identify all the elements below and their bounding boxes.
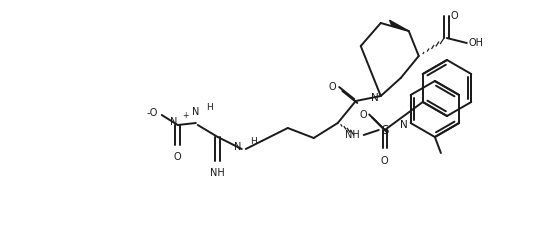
Text: N: N bbox=[170, 117, 178, 127]
Text: OH: OH bbox=[469, 38, 484, 48]
Text: N: N bbox=[192, 107, 200, 117]
Text: O: O bbox=[328, 82, 336, 92]
Text: O: O bbox=[451, 11, 458, 21]
Text: N: N bbox=[400, 120, 407, 130]
Text: +: + bbox=[182, 111, 188, 120]
Text: -O: -O bbox=[146, 108, 158, 118]
Text: H: H bbox=[206, 103, 213, 112]
Text: O: O bbox=[359, 110, 367, 120]
Text: O: O bbox=[381, 156, 389, 166]
Polygon shape bbox=[389, 20, 409, 31]
Text: H: H bbox=[250, 137, 256, 145]
Text: O: O bbox=[174, 152, 182, 162]
Text: NH: NH bbox=[345, 130, 360, 140]
Text: N: N bbox=[234, 142, 242, 152]
Text: N: N bbox=[371, 93, 379, 103]
Text: NH: NH bbox=[210, 168, 225, 178]
Text: S: S bbox=[381, 124, 388, 137]
